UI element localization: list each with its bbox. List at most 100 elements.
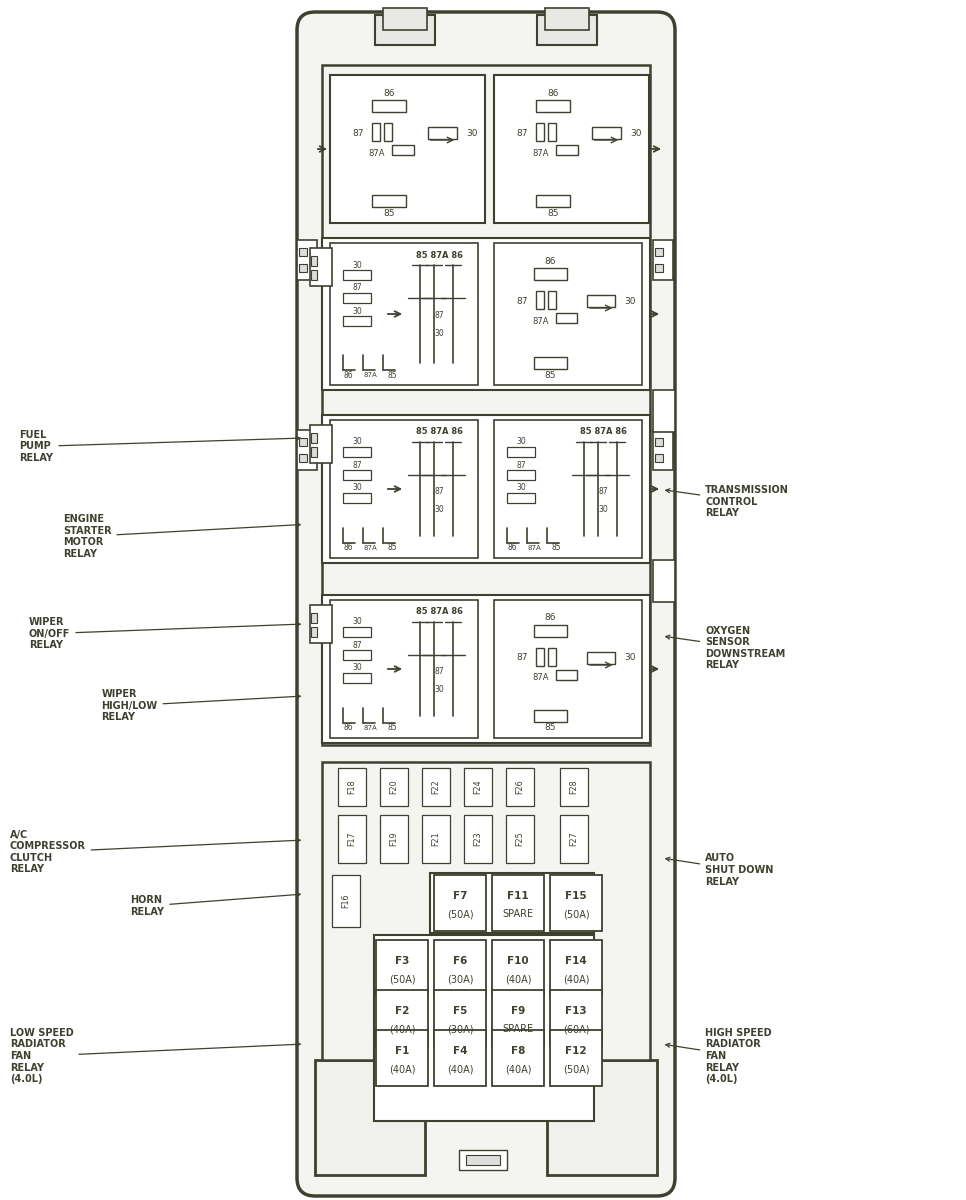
Bar [550,875,602,931]
Text: 86: 86 [545,257,556,265]
Bar [506,815,534,863]
Bar [434,940,486,996]
Bar [299,454,307,462]
Text: F19: F19 [389,832,399,846]
Text: (30A): (30A) [446,974,473,984]
Bar [380,815,408,863]
Text: (60A): (60A) [563,1025,589,1034]
Bar [534,358,566,370]
Bar [494,74,649,223]
Circle shape [358,1088,382,1112]
Bar [376,1030,428,1086]
Text: (40A): (40A) [388,1025,415,1034]
Bar [338,815,366,863]
Bar [534,268,566,280]
Bar [492,990,544,1046]
Text: 30: 30 [353,438,362,446]
Bar [536,100,570,112]
Text: SPARE: SPARE [502,1025,533,1034]
Text: 87: 87 [598,487,608,497]
Bar [537,14,597,44]
Bar [338,768,366,806]
Bar [653,240,673,280]
Text: 87: 87 [352,128,363,138]
Text: (40A): (40A) [563,974,589,984]
Text: 87: 87 [434,311,443,319]
Text: (50A): (50A) [562,1064,589,1074]
Text: (30A): (30A) [446,1025,473,1034]
Text: 86: 86 [545,613,556,623]
Text: (50A): (50A) [562,910,589,919]
Bar [330,600,478,738]
Bar [507,470,535,480]
Bar [507,446,535,457]
Text: F22: F22 [432,780,440,794]
Bar [343,316,371,326]
Bar [536,122,544,140]
Text: F2: F2 [395,1007,410,1016]
Bar [494,242,642,385]
Bar [655,454,663,462]
Text: 87A: 87A [363,545,377,551]
Text: F7: F7 [453,892,468,901]
Text: F28: F28 [570,780,579,794]
Bar [556,313,577,323]
Bar [330,242,478,385]
Text: 85: 85 [547,209,558,217]
Text: 30: 30 [353,260,362,270]
Bar [434,990,486,1046]
Bar [422,768,450,806]
Text: 87: 87 [353,641,362,649]
Text: AUTO
SHUT DOWN
RELAY: AUTO SHUT DOWN RELAY [666,853,774,887]
Bar [550,990,602,1046]
Text: F27: F27 [570,832,579,846]
Bar [376,940,428,996]
Bar [343,626,371,637]
Circle shape [334,1094,346,1106]
Circle shape [364,1094,376,1106]
Text: F13: F13 [565,1007,586,1016]
Bar [494,600,642,738]
Bar [556,670,577,680]
Text: 30: 30 [353,484,362,492]
Bar [311,613,317,623]
Bar [372,100,406,112]
Text: 30: 30 [516,484,526,492]
Bar [548,122,556,140]
Text: 30: 30 [624,296,636,306]
Bar [422,815,450,863]
Bar [534,625,566,637]
Circle shape [558,1088,582,1112]
Bar [343,493,371,503]
Text: 87: 87 [434,667,443,677]
Bar [297,430,317,470]
Text: 86: 86 [507,544,517,552]
Bar [322,762,650,1060]
Text: 85: 85 [545,371,556,379]
Circle shape [564,1094,576,1106]
Text: 87: 87 [516,654,527,662]
Bar [591,127,621,139]
Circle shape [594,1094,606,1106]
Text: 86: 86 [384,89,395,97]
Text: 85: 85 [384,209,395,217]
Bar [375,14,435,44]
Text: F10: F10 [507,956,528,966]
Bar [492,1030,544,1086]
Text: (50A): (50A) [446,910,473,919]
Text: 30: 30 [353,664,362,672]
Bar [536,290,544,308]
Text: F8: F8 [511,1046,526,1056]
Text: F25: F25 [516,832,525,846]
Bar [311,433,317,443]
Bar [322,415,650,563]
Text: 30: 30 [631,128,641,138]
Text: 85 87A 86: 85 87A 86 [580,427,627,437]
Bar [506,768,534,806]
Bar [311,626,317,637]
Bar [534,710,566,722]
Bar [466,1154,500,1165]
Bar [655,264,663,272]
Text: OXYGEN
SENSOR
DOWNSTREAM
RELAY: OXYGEN SENSOR DOWNSTREAM RELAY [666,625,785,671]
Text: F11: F11 [507,892,528,901]
